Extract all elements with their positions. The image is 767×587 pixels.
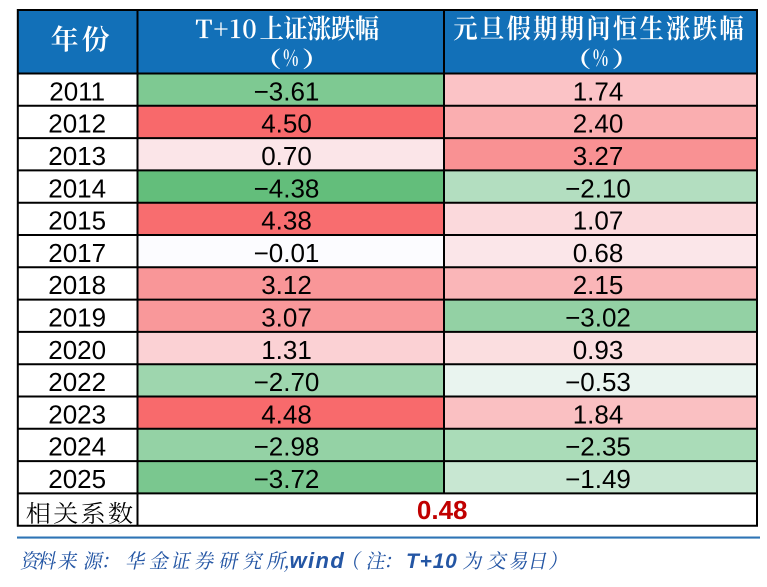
svg-text:wind: wind (290, 548, 346, 573)
svg-text:−4.38: −4.38 (254, 173, 320, 203)
svg-text:2.15: 2.15 (573, 270, 624, 300)
svg-text:−2.10: −2.10 (565, 173, 631, 203)
svg-text:2018: 2018 (48, 270, 106, 300)
svg-text:2011: 2011 (49, 76, 105, 106)
svg-text:1.74: 1.74 (573, 76, 624, 106)
svg-text:3.27: 3.27 (573, 141, 624, 171)
svg-text:2013: 2013 (48, 141, 106, 171)
svg-text:3.12: 3.12 (261, 270, 312, 300)
svg-text:4.50: 4.50 (261, 109, 312, 139)
svg-text:2017: 2017 (48, 238, 106, 268)
svg-text:2020: 2020 (48, 335, 106, 365)
svg-text:0.70: 0.70 (261, 141, 312, 171)
svg-text:0.48: 0.48 (417, 495, 468, 525)
svg-text:−2.98: −2.98 (254, 432, 320, 462)
svg-text:2019: 2019 (48, 302, 106, 332)
svg-text:−3.72: −3.72 (254, 464, 320, 494)
svg-text:−0.01: −0.01 (254, 238, 320, 268)
svg-text:2022: 2022 (48, 367, 106, 397)
svg-text:4.38: 4.38 (261, 206, 312, 236)
svg-text:2.40: 2.40 (573, 109, 624, 139)
svg-text:−2.35: −2.35 (565, 432, 631, 462)
svg-text:−3.02: −3.02 (565, 302, 631, 332)
svg-text:1.31: 1.31 (261, 335, 312, 365)
svg-text:3.07: 3.07 (261, 302, 312, 332)
svg-text:1.84: 1.84 (573, 399, 624, 429)
svg-text:2025: 2025 (48, 464, 106, 494)
svg-text:−1.49: −1.49 (565, 464, 631, 494)
svg-text:4.48: 4.48 (261, 399, 312, 429)
svg-text:2015: 2015 (48, 206, 106, 236)
svg-text:−3.61: −3.61 (254, 76, 320, 106)
svg-text:1.07: 1.07 (573, 206, 624, 236)
svg-text:−0.53: −0.53 (565, 367, 631, 397)
svg-text:T+10: T+10 (406, 550, 458, 573)
svg-text:2012: 2012 (48, 109, 106, 139)
svg-text:−2.70: −2.70 (254, 367, 320, 397)
svg-text:0.93: 0.93 (573, 335, 624, 365)
svg-text:2014: 2014 (48, 173, 106, 203)
svg-text:2024: 2024 (48, 432, 106, 462)
svg-text:0.68: 0.68 (573, 238, 624, 268)
svg-text:2023: 2023 (48, 399, 106, 429)
